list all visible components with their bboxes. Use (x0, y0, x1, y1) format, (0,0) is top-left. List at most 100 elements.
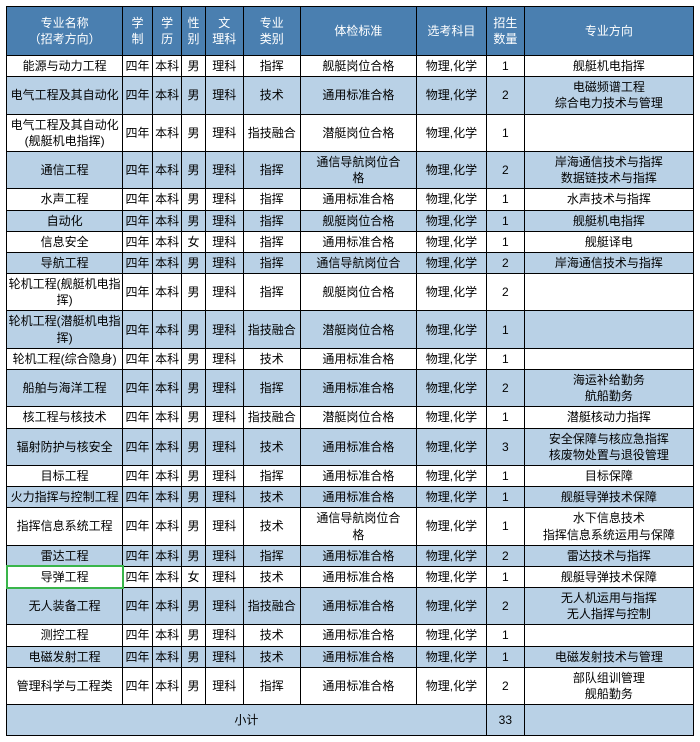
cell: 理科 (205, 566, 243, 587)
cell: 2 (486, 151, 524, 188)
cell: 物理,化学 (417, 231, 487, 252)
cell: 舰艇导弹技术保障 (524, 566, 693, 587)
cell: 岸海通信技术与指挥数据链技术与指挥 (524, 151, 693, 188)
cell: 轮机工程(综合隐身) (7, 348, 123, 369)
cell: 雷达工程 (7, 545, 123, 566)
cell: 电磁频谱工程综合电力技术与管理 (524, 77, 693, 114)
cell: 理科 (205, 370, 243, 407)
cell: 男 (182, 370, 205, 407)
cell: 岸海通信技术与指挥 (524, 252, 693, 273)
cell: 四年 (123, 77, 153, 114)
col-header-6: 体检标准 (300, 7, 416, 56)
cell: 物理,化学 (417, 210, 487, 231)
cell: 1 (486, 487, 524, 508)
table-row: 水声工程四年本科男理科指挥通用标准合格物理,化学1水声技术与指挥 (7, 189, 694, 210)
cell: 男 (182, 114, 205, 151)
cell: 通用标准合格 (300, 566, 416, 587)
cell: 女 (182, 231, 205, 252)
cell: 物理,化学 (417, 428, 487, 465)
cell: 2 (486, 252, 524, 273)
cell: 水声技术与指挥 (524, 189, 693, 210)
cell: 物理,化学 (417, 151, 487, 188)
cell: 指技融合 (243, 407, 300, 428)
cell: 电气工程及其自动化(舰艇机电指挥) (7, 114, 123, 151)
cell: 四年 (123, 252, 153, 273)
cell: 本科 (152, 508, 182, 545)
cell: 水下信息技术指挥信息系统运用与保障 (524, 508, 693, 545)
footer-label: 小计 (7, 705, 487, 736)
cell: 安全保障与核应急指挥核废物处置与退役管理 (524, 428, 693, 465)
col-header-9: 专业方向 (524, 7, 693, 56)
table-row: 自动化四年本科男理科指挥舰艇岗位合格物理,化学1舰艇机电指挥 (7, 210, 694, 231)
cell (524, 274, 693, 311)
cell: 四年 (123, 56, 153, 77)
cell: 通用标准合格 (300, 77, 416, 114)
cell: 四年 (123, 370, 153, 407)
cell: 理科 (205, 56, 243, 77)
cell: 舰艇机电指挥 (524, 56, 693, 77)
cell: 男 (182, 667, 205, 704)
table-row: 火力指挥与控制工程四年本科男理科技术通用标准合格物理,化学1舰艇导弹技术保障 (7, 487, 694, 508)
cell: 潜艇岗位合格 (300, 114, 416, 151)
cell: 通用标准合格 (300, 588, 416, 625)
cell: 男 (182, 625, 205, 646)
cell: 舰艇导弹技术保障 (524, 487, 693, 508)
cell: 通信工程 (7, 151, 123, 188)
cell: 通用标准合格 (300, 487, 416, 508)
cell: 物理,化学 (417, 274, 487, 311)
cell: 船舶与海洋工程 (7, 370, 123, 407)
cell: 男 (182, 189, 205, 210)
cell: 电磁发射技术与管理 (524, 646, 693, 667)
cell: 四年 (123, 487, 153, 508)
cell: 四年 (123, 465, 153, 486)
cell: 轮机工程(潜艇机电指挥) (7, 311, 123, 348)
cell: 理科 (205, 508, 243, 545)
cell: 技术 (243, 566, 300, 587)
cell: 四年 (123, 545, 153, 566)
cell: 1 (486, 646, 524, 667)
cell: 管理科学与工程类 (7, 667, 123, 704)
cell: 指挥 (243, 274, 300, 311)
cell: 电气工程及其自动化 (7, 77, 123, 114)
cell: 理科 (205, 545, 243, 566)
cell: 本科 (152, 646, 182, 667)
cell: 本科 (152, 370, 182, 407)
cell: 本科 (152, 231, 182, 252)
cell (524, 625, 693, 646)
cell: 理科 (205, 625, 243, 646)
cell: 通信导航岗位合 (300, 252, 416, 273)
col-header-4: 文理科 (205, 7, 243, 56)
cell: 通用标准合格 (300, 465, 416, 486)
cell: 部队组训管理舰船勤务 (524, 667, 693, 704)
cell: 物理,化学 (417, 252, 487, 273)
cell: 海运补给勤务航船勤务 (524, 370, 693, 407)
cell: 物理,化学 (417, 588, 487, 625)
cell: 四年 (123, 151, 153, 188)
cell: 指挥 (243, 231, 300, 252)
cell: 本科 (152, 545, 182, 566)
cell: 本科 (152, 189, 182, 210)
cell: 1 (486, 56, 524, 77)
cell: 物理,化学 (417, 311, 487, 348)
table-row: 辐射防护与核安全四年本科男理科技术通用标准合格物理,化学3安全保障与核应急指挥核… (7, 428, 694, 465)
cell: 四年 (123, 407, 153, 428)
cell: 潜艇岗位合格 (300, 311, 416, 348)
table-row: 轮机工程(舰艇机电指挥)四年本科男理科指挥舰艇岗位合格物理,化学2 (7, 274, 694, 311)
cell: 四年 (123, 646, 153, 667)
cell: 1 (486, 625, 524, 646)
cell: 女 (182, 566, 205, 587)
cell: 男 (182, 348, 205, 369)
cell: 物理,化学 (417, 407, 487, 428)
cell: 男 (182, 77, 205, 114)
cell: 四年 (123, 274, 153, 311)
cell: 本科 (152, 252, 182, 273)
col-header-8: 招生数量 (486, 7, 524, 56)
cell: 2 (486, 77, 524, 114)
cell: 技术 (243, 487, 300, 508)
cell: 理科 (205, 588, 243, 625)
cell: 指技融合 (243, 311, 300, 348)
cell: 潜艇核动力指挥 (524, 407, 693, 428)
col-header-0: 专业名称（招考方向） (7, 7, 123, 56)
table-row: 管理科学与工程类四年本科男理科指挥通用标准合格物理,化学2部队组训管理舰船勤务 (7, 667, 694, 704)
table-row: 指挥信息系统工程四年本科男理科技术通信导航岗位合格物理,化学1水下信息技术指挥信… (7, 508, 694, 545)
